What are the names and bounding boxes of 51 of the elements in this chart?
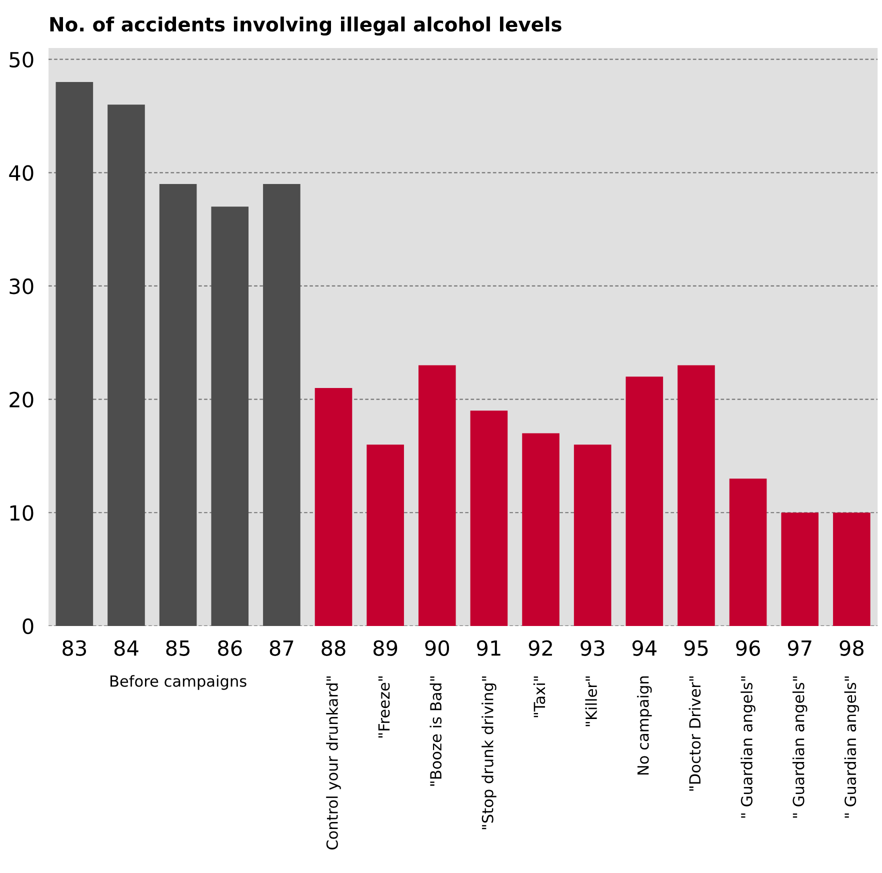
bar	[56, 82, 94, 626]
text: No campaign	[637, 676, 652, 775]
text: "Taxi"	[533, 676, 546, 718]
text: Before campaigns	[110, 675, 246, 690]
x-tick-label: 97	[788, 640, 812, 656]
x-tick-label: 95	[684, 640, 708, 656]
x-tick-label: 98	[840, 640, 864, 656]
chart-title: No. of accidents involving illegal alcohol levels	[50, 16, 562, 36]
y-tick-label: 0	[22, 618, 34, 634]
x-tick-label: 92	[528, 640, 552, 656]
bar	[574, 444, 612, 626]
text: "Killer"	[585, 676, 598, 726]
bar	[108, 104, 145, 626]
text: " Guardian angels"	[740, 676, 756, 818]
bar	[366, 444, 404, 626]
bar	[418, 365, 456, 626]
y-tick-label: 40	[9, 165, 34, 181]
text: Control your drunkard"	[326, 676, 341, 850]
x-tick-label: 84	[114, 640, 138, 656]
x-tick-label: 90	[425, 640, 450, 656]
y-tick-label: 20	[10, 392, 34, 408]
bar	[522, 433, 560, 626]
x-tick-label: 87	[270, 640, 294, 656]
bar	[159, 184, 197, 626]
y-tick-label: 30	[10, 278, 34, 294]
bar	[263, 184, 300, 626]
y-tick-label: 10	[10, 505, 34, 521]
x-tick-label: 89	[373, 640, 398, 656]
x-tick-label: 86	[218, 640, 242, 656]
text: " Guardian angels"	[844, 676, 860, 818]
x-tick-label: 88	[322, 640, 346, 656]
x-tick-label: 94	[632, 640, 656, 656]
text: "Freeze"	[378, 676, 390, 738]
x-tick-label: 85	[166, 640, 190, 656]
x-tick-label: 83	[62, 640, 86, 656]
text: "Booze is Bad"	[430, 676, 442, 786]
bar	[211, 206, 249, 626]
text: " Guardian angels"	[792, 676, 808, 818]
x-tick-label: 91	[477, 640, 500, 656]
bar	[781, 512, 819, 626]
bar	[314, 388, 352, 626]
bar	[626, 376, 664, 626]
y-tick-label: 50	[10, 52, 34, 68]
bar	[729, 478, 767, 626]
bar	[678, 365, 715, 626]
bar	[470, 410, 508, 626]
text: "Doctor Driver"	[688, 676, 701, 791]
text: "Stop drunk driving"	[482, 676, 496, 830]
x-tick-label: 96	[736, 640, 760, 656]
x-tick-label: 93	[580, 640, 604, 656]
bar	[833, 512, 870, 626]
